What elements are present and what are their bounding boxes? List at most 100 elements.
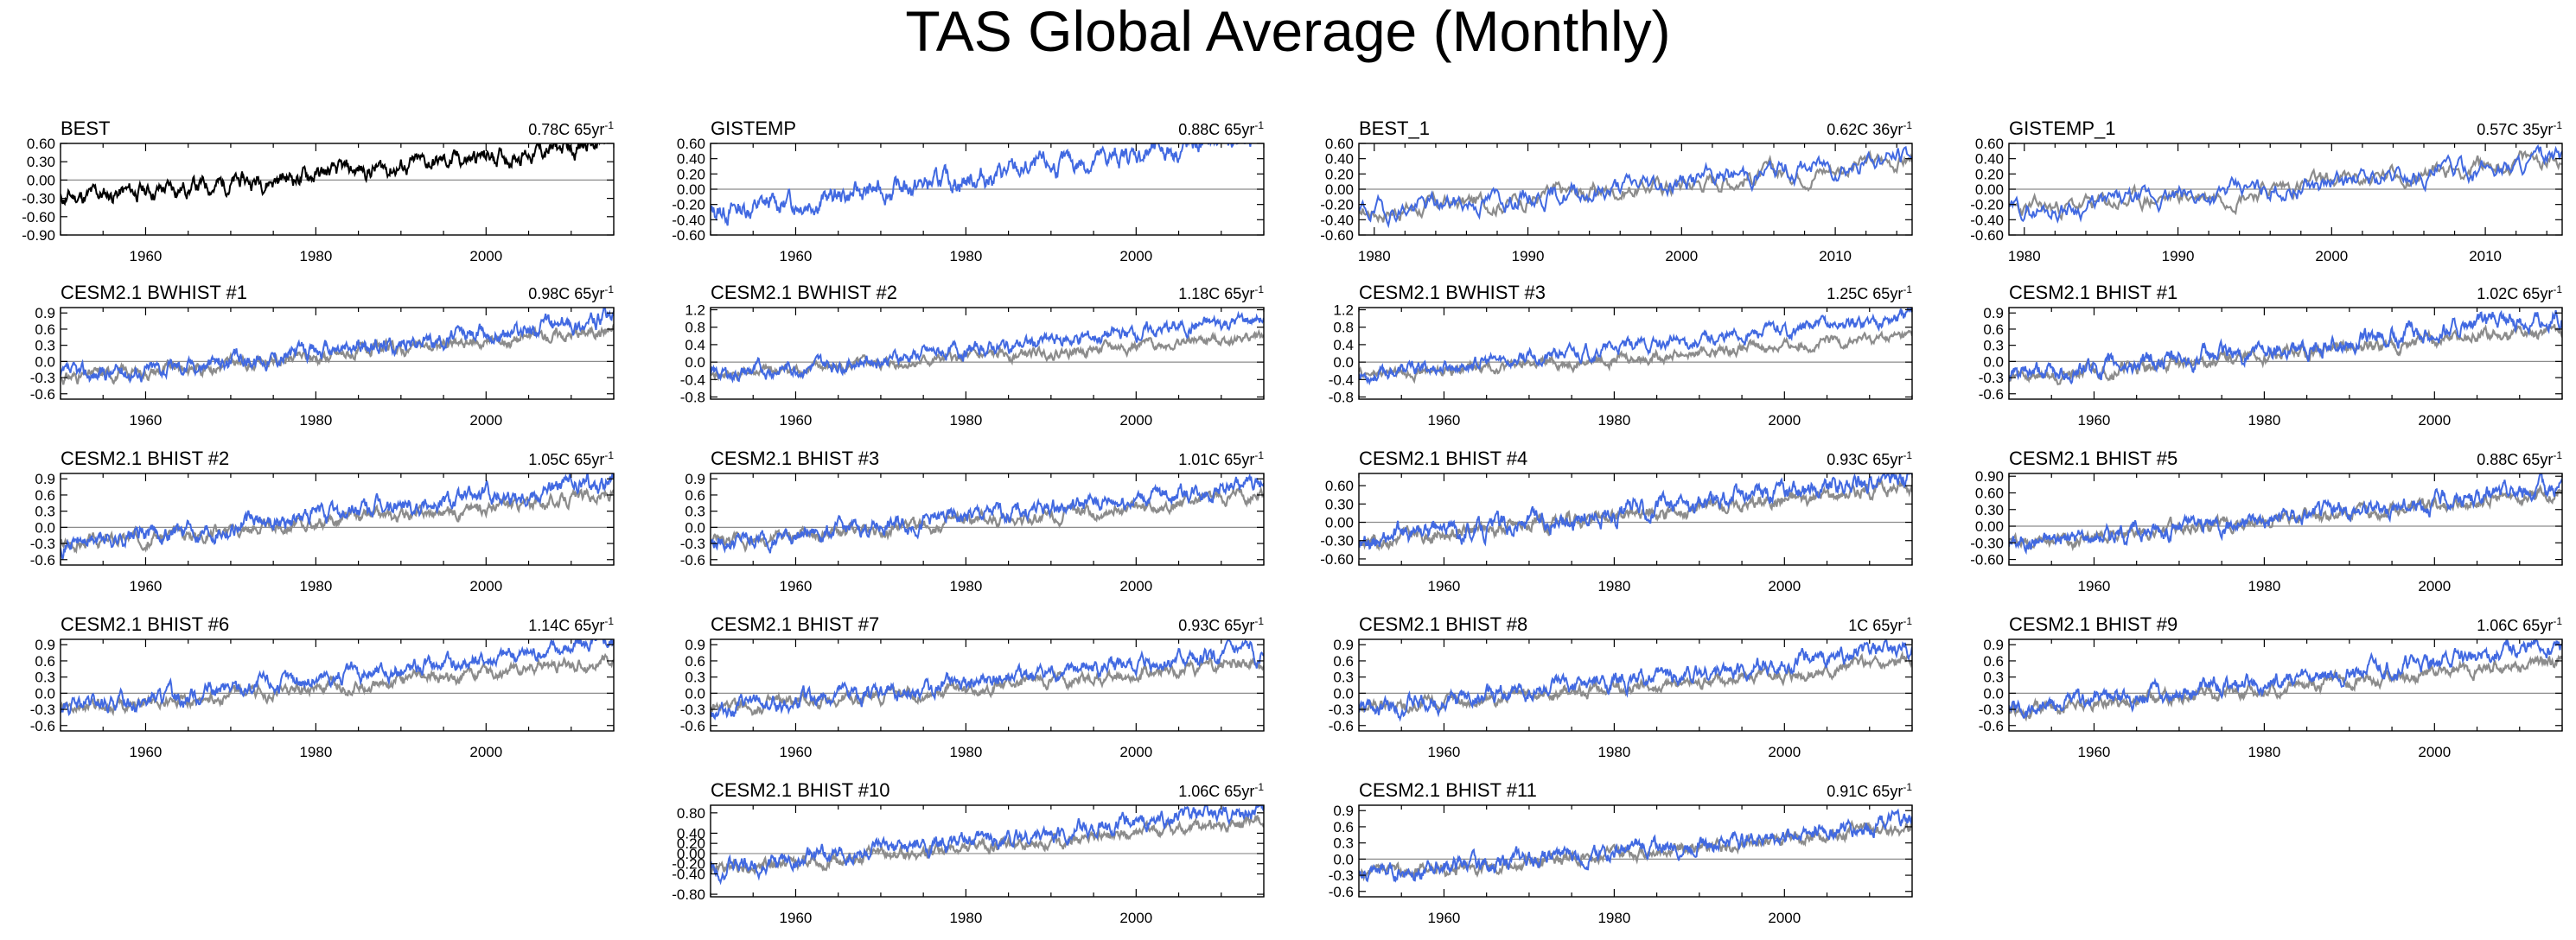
trend-label: 0.93C 65yr-1 bbox=[1178, 615, 1264, 634]
y-tick-label: 0.4 bbox=[685, 337, 705, 353]
y-tick-label: -0.6 bbox=[1979, 386, 2004, 403]
series-line bbox=[711, 486, 1264, 553]
x-tick-label: 1960 bbox=[780, 412, 813, 429]
y-tick-label: 0.9 bbox=[1983, 305, 2004, 321]
y-tick-label: 0.3 bbox=[1983, 670, 2004, 686]
y-tick-label: 0.60 bbox=[1975, 485, 2004, 501]
x-tick-label: 1980 bbox=[299, 578, 332, 594]
series-line bbox=[61, 652, 614, 717]
y-tick-label: 0.20 bbox=[1325, 166, 1354, 182]
x-tick-label: 2000 bbox=[2418, 578, 2451, 594]
series-line bbox=[711, 639, 1264, 721]
trend-label: 0.88C 65yr-1 bbox=[2477, 449, 2562, 468]
y-tick-label: -0.40 bbox=[1970, 212, 2004, 228]
trend-label: 1.05C 65yr-1 bbox=[528, 449, 614, 468]
plot-frame bbox=[1358, 473, 1913, 566]
y-tick-label: -0.3 bbox=[1329, 867, 1354, 884]
y-tick-label: -0.3 bbox=[30, 536, 55, 552]
y-tick-label: 1.2 bbox=[685, 302, 705, 319]
y-tick-label: -0.3 bbox=[30, 702, 55, 718]
trend-label: 1.14C 65yr-1 bbox=[528, 615, 614, 634]
y-tick-label: 0.40 bbox=[677, 151, 705, 168]
plot-frame bbox=[2008, 638, 2563, 732]
x-tick-label: 1980 bbox=[949, 910, 982, 926]
y-tick-label: 0.9 bbox=[1333, 637, 1354, 653]
plot-frame bbox=[60, 143, 615, 236]
y-tick-label: 0.3 bbox=[35, 504, 55, 520]
chart-panel: GISTEMP 0.88C 65yr-1 0.600.400.200.00-0.20… bbox=[672, 118, 1265, 264]
x-tick-label: 1960 bbox=[780, 248, 813, 264]
x-tick-label: 1960 bbox=[780, 910, 813, 926]
x-tick-label: 1980 bbox=[949, 744, 982, 760]
chart-panel: CESM2.1 BWHIST #2 1.18C 65yr-1 1.20.80.40.… bbox=[680, 282, 1265, 429]
panel-title: CESM2.1 BHIST #8 bbox=[1359, 613, 1527, 635]
y-tick-label: 0.9 bbox=[1333, 803, 1354, 819]
series-line bbox=[1359, 808, 1912, 883]
plot-frame bbox=[2008, 307, 2563, 400]
trend-label: 1.02C 65yr-1 bbox=[2477, 283, 2562, 302]
chart-panel: GISTEMP_1 0.57C 35yr-10.600.400.200.00-0.… bbox=[1970, 118, 2563, 264]
series-line bbox=[2009, 149, 2562, 222]
panel-title: CESM2.1 BHIST #9 bbox=[2009, 613, 2177, 635]
y-tick-label: 0.4 bbox=[1333, 337, 1354, 353]
plot-frame bbox=[60, 473, 615, 566]
y-tick-label: -0.6 bbox=[680, 718, 705, 734]
y-tick-label: 0.00 bbox=[1325, 515, 1354, 531]
y-tick-label: 0.40 bbox=[1975, 151, 2004, 168]
chart-panel: CESM2.1 BHIST #2 1.05C 65yr-1 0.90.60.30.0… bbox=[30, 448, 615, 594]
y-tick-label: -0.3 bbox=[1979, 370, 2004, 386]
y-tick-label: -0.6 bbox=[30, 552, 55, 568]
y-tick-label: 0.60 bbox=[1325, 478, 1354, 494]
y-tick-label: 0.0 bbox=[685, 519, 705, 536]
chart-panel: CESM2.1 BHIST #9 1.06C 65yr-1 0.90.60.30.0… bbox=[1979, 613, 2563, 760]
y-tick-label: 0.9 bbox=[685, 471, 705, 487]
chart-panel: BEST 0.78C 65yr-1 0.60 0.30 0.00 -0.30 -0.60 -0… bbox=[22, 118, 615, 264]
panel-title: CESM2.1 BHIST #10 bbox=[711, 779, 889, 801]
chart-panel: CESM2.1 BHIST #1 1.02C 65yr-1 0.90.60.30.0… bbox=[1979, 282, 2563, 429]
y-tick-label: -0.3 bbox=[1329, 702, 1354, 718]
y-tick-label: 0.9 bbox=[35, 305, 55, 321]
series-line bbox=[711, 473, 1264, 554]
y-tick-label: -0.40 bbox=[672, 867, 705, 883]
x-tick-label: 1980 bbox=[949, 578, 982, 594]
series-line bbox=[61, 143, 608, 206]
y-tick-label: 0.6 bbox=[1333, 653, 1354, 670]
plot-frame bbox=[2008, 473, 2563, 566]
y-tick-label: 0.6 bbox=[35, 321, 55, 338]
x-tick-label: 1980 bbox=[1597, 744, 1630, 760]
y-tick-label: 0.6 bbox=[685, 487, 705, 504]
y-tick-label: -0.8 bbox=[680, 389, 705, 405]
trend-label: 0.93C 65yr-1 bbox=[1827, 449, 1912, 468]
series-line bbox=[1359, 473, 1912, 550]
x-tick-label: 1960 bbox=[130, 248, 163, 264]
chart-panel: CESM2.1 BWHIST #1 0.98C 65yr-1 0.90.60.30.… bbox=[30, 282, 615, 429]
y-tick-label: 0.60 bbox=[1975, 136, 2004, 152]
x-tick-label: 1960 bbox=[780, 744, 813, 760]
y-tick-label: -0.8 bbox=[1329, 389, 1354, 405]
y-tick-label: -0.60 bbox=[1970, 552, 2004, 568]
y-tick-label: 0.40 bbox=[1325, 151, 1354, 168]
x-tick-label: 1980 bbox=[2248, 744, 2280, 760]
x-tick-label: 1960 bbox=[130, 578, 163, 594]
y-tick-label: 0.0 bbox=[35, 519, 55, 536]
x-tick-label: 2010 bbox=[2469, 248, 2502, 264]
plot-frame bbox=[60, 307, 615, 400]
series-line bbox=[2009, 309, 2562, 385]
x-tick-label: 1960 bbox=[1428, 910, 1461, 926]
trend-label: 0.91C 65yr-1 bbox=[1827, 781, 1912, 800]
x-tick-label: 1960 bbox=[130, 412, 163, 429]
series-line bbox=[2009, 143, 2562, 224]
x-tick-label: 1980 bbox=[1358, 248, 1391, 264]
x-tick-label: 2000 bbox=[469, 744, 502, 760]
y-tick-label: 0.00 bbox=[27, 172, 55, 188]
y-tick-label: -0.6 bbox=[1329, 718, 1354, 734]
series-line bbox=[61, 639, 614, 716]
y-tick-label: 0.20 bbox=[677, 166, 705, 182]
y-tick-label: 0.20 bbox=[677, 835, 705, 852]
y-tick-label: 0.6 bbox=[35, 653, 55, 670]
x-tick-label: 1980 bbox=[1597, 910, 1630, 926]
x-tick-label: 1990 bbox=[2162, 248, 2195, 264]
panel-title: CESM2.1 BWHIST #2 bbox=[711, 282, 897, 303]
y-tick-label: 0.80 bbox=[677, 805, 705, 822]
x-tick-label: 2000 bbox=[1768, 578, 1801, 594]
